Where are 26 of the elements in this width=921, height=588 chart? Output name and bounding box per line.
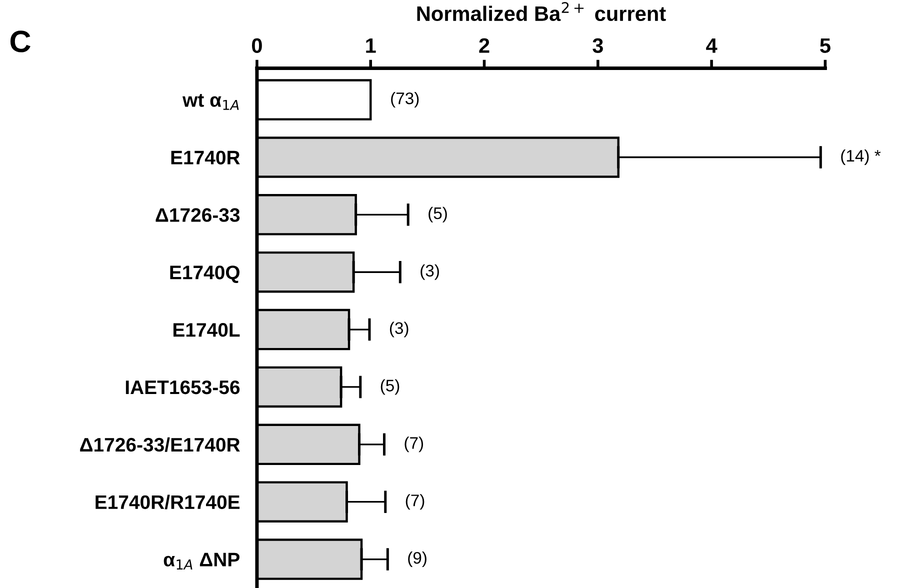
annotation: (14) *	[841, 149, 881, 165]
y-tick-label: Δ1726-33/E1740R	[80, 437, 240, 452]
x-tick-label: 3	[592, 38, 603, 54]
x-axis-title: Normalized Ba$^{2+}$ current	[417, 2, 666, 22]
y-tick-label: IAET1653-56	[126, 380, 240, 394]
annotation: (3)	[420, 264, 439, 280]
annotation: (73)	[391, 92, 419, 108]
annotation: (3)	[390, 322, 408, 338]
x-tick-label: 5	[820, 38, 830, 53]
text: C	[10, 30, 30, 52]
x-tick-label: 4	[706, 38, 718, 53]
y-tick-label: E1740R/R1740E	[96, 494, 240, 510]
y-tick-label: α$_{1A}$ ΔNP	[164, 552, 240, 570]
x-tick-label: 0	[252, 38, 262, 53]
annotation: (7)	[406, 494, 424, 510]
annotation: (9)	[408, 552, 426, 568]
annotation: (7)	[404, 436, 424, 452]
x-tick-label: 2	[479, 38, 490, 53]
annotation: (5)	[428, 206, 447, 222]
y-tick-label: E1740Q	[170, 266, 240, 283]
x-tick-label: 1	[366, 38, 376, 53]
y-tick-label: Δ1726-33	[156, 208, 240, 222]
y-tick-label: E1740R	[171, 150, 240, 164]
y-tick-label: wt α$_{1A}$	[182, 94, 239, 110]
y-tick-label: E1740L	[173, 323, 240, 337]
annotation: (5)	[380, 379, 400, 395]
